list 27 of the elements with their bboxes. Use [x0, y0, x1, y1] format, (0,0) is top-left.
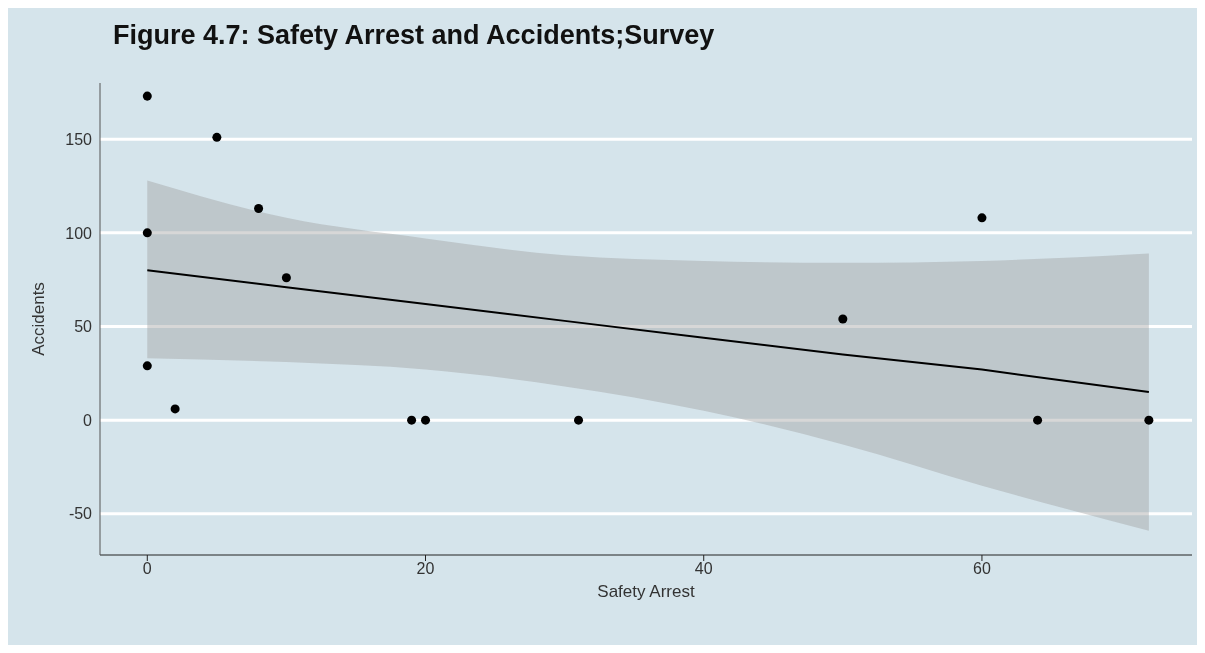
chart-title: Figure 4.7: Safety Arrest and Accidents;Survey [113, 20, 715, 51]
point [977, 213, 987, 223]
x-tick-label: 20 [416, 560, 435, 578]
line-series [146, 269, 1150, 394]
point [142, 361, 152, 371]
point [1144, 415, 1154, 425]
x-axis-title: Safety Arrest [597, 582, 695, 601]
x-tick-label: 0 [142, 560, 152, 578]
point [254, 203, 264, 213]
point [281, 273, 291, 283]
y-tick-label: 0 [83, 411, 93, 429]
point [407, 415, 417, 425]
point [142, 228, 152, 238]
point [212, 132, 222, 142]
x-tick-label: 40 [694, 560, 713, 578]
point [574, 415, 584, 425]
y-tick-label: -50 [68, 505, 93, 523]
y-tick-label: 100 [65, 224, 93, 242]
y-tick-label: 50 [74, 318, 93, 336]
point [170, 404, 180, 414]
y-axis-title: Accidents [29, 282, 49, 356]
point [1033, 415, 1043, 425]
point [142, 91, 152, 101]
y-tick-label: 150 [65, 130, 93, 148]
point [838, 314, 848, 324]
point [421, 415, 431, 425]
x-tick-label: 60 [973, 560, 991, 578]
